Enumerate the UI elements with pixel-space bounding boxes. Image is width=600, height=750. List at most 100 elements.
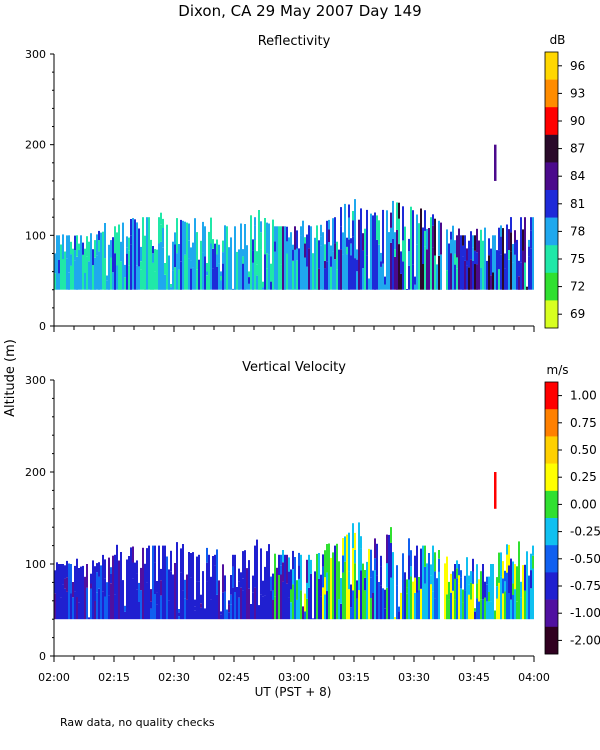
data-cell	[428, 228, 430, 290]
data-cell	[288, 597, 290, 620]
data-cell	[326, 544, 328, 573]
data-cell	[462, 602, 464, 620]
data-cell	[268, 223, 270, 255]
data-cell	[358, 219, 360, 290]
data-cell	[510, 232, 512, 252]
data-cell	[200, 607, 202, 620]
figure-title: Dixon, CA 29 May 2007 Day 149	[178, 2, 421, 20]
data-cell	[344, 561, 346, 620]
data-cell	[100, 565, 102, 620]
data-cell	[160, 212, 162, 225]
data-cell	[216, 564, 218, 595]
data-cell	[254, 545, 256, 588]
data-cell	[392, 200, 394, 239]
data-cell	[504, 570, 506, 582]
data-cell	[492, 235, 494, 273]
data-cell	[424, 545, 426, 567]
data-cell	[264, 218, 266, 255]
data-cell	[458, 564, 460, 576]
data-cell	[512, 595, 514, 620]
data-cell	[142, 547, 144, 620]
data-cell	[316, 553, 318, 620]
data-cell	[324, 268, 326, 290]
data-cell	[362, 250, 364, 269]
data-cell	[460, 235, 462, 290]
data-cell	[528, 575, 530, 620]
data-cell	[64, 578, 66, 589]
data-cell	[438, 558, 440, 572]
x-tick-label: 03:30	[398, 671, 430, 684]
data-cell	[402, 206, 404, 241]
data-cell	[86, 587, 88, 620]
colorbar-swatch	[545, 107, 558, 136]
data-cell	[228, 604, 230, 612]
data-cell	[266, 551, 268, 620]
data-cell	[78, 263, 80, 290]
data-cell	[460, 577, 462, 589]
data-cell	[210, 590, 212, 600]
data-cell	[384, 284, 386, 290]
data-cell	[464, 260, 466, 290]
data-cell	[352, 220, 354, 237]
data-cell	[174, 232, 176, 245]
data-cell	[304, 593, 306, 612]
data-cell	[426, 563, 428, 620]
data-cell	[74, 591, 76, 620]
data-cell	[306, 266, 308, 290]
data-cell	[222, 564, 224, 593]
data-cell	[132, 546, 134, 563]
data-cell	[512, 262, 514, 290]
data-cell	[228, 600, 230, 605]
data-cell	[94, 601, 96, 620]
data-cell	[68, 272, 70, 290]
data-cell	[100, 232, 102, 290]
data-cell	[142, 217, 144, 260]
data-cell	[228, 612, 230, 620]
data-cell	[368, 278, 370, 290]
data-cell	[440, 222, 442, 255]
data-cell	[106, 582, 108, 620]
data-cell	[270, 576, 272, 591]
data-cell	[530, 248, 532, 290]
data-cell	[470, 259, 472, 290]
data-cell	[82, 254, 84, 275]
data-cell	[192, 242, 194, 268]
data-cell	[188, 258, 190, 290]
data-cell	[284, 226, 286, 290]
data-cell	[164, 263, 166, 275]
data-cell	[66, 577, 68, 592]
data-cell	[418, 223, 420, 290]
data-cell	[458, 228, 460, 290]
data-cell	[90, 573, 92, 584]
data-cell	[256, 251, 258, 265]
data-cell	[286, 241, 288, 254]
data-cell	[288, 571, 290, 598]
data-cell	[64, 251, 66, 290]
colorbar-swatch	[545, 436, 558, 464]
data-cell	[512, 561, 514, 584]
data-cell	[516, 601, 518, 620]
data-cell	[252, 239, 254, 251]
colorbar-tick-label: 0.00	[570, 497, 597, 511]
data-cell	[178, 616, 180, 620]
data-cell	[262, 285, 264, 288]
data-cell	[254, 239, 256, 290]
colorbar-tick-label: 93	[570, 86, 585, 100]
data-cell	[354, 563, 356, 620]
data-cell	[282, 550, 284, 563]
data-cell	[206, 275, 208, 290]
data-cell	[82, 565, 84, 591]
data-cell	[364, 570, 366, 578]
data-cell	[84, 576, 86, 620]
data-cell	[162, 545, 164, 620]
data-cell	[186, 574, 188, 600]
data-cell	[380, 252, 382, 262]
data-cell	[84, 272, 86, 290]
data-cell	[300, 258, 302, 290]
data-cell	[356, 259, 358, 272]
data-cell	[524, 262, 526, 290]
data-cell	[386, 587, 388, 620]
data-cell	[242, 578, 244, 591]
data-cell	[224, 575, 226, 592]
data-cell	[214, 243, 216, 290]
